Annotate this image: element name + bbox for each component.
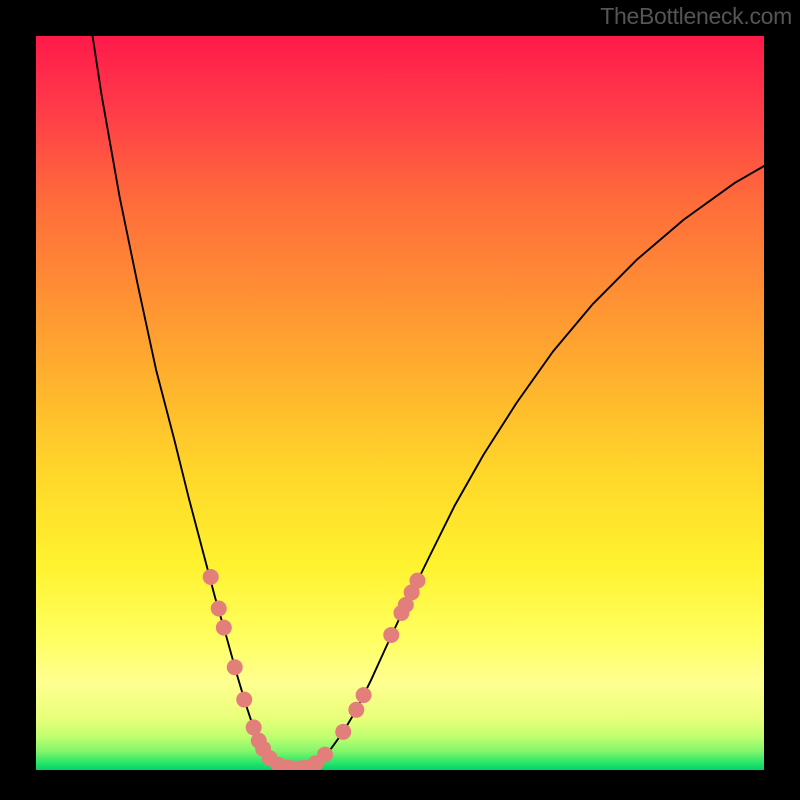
data-marker [203,569,219,585]
data-marker [227,659,243,675]
data-marker [356,687,372,703]
chart-container: TheBottleneck.com [0,0,800,800]
bottleneck-chart [0,0,800,800]
data-marker [236,692,252,708]
data-marker [348,702,364,718]
data-marker [383,627,399,643]
data-marker [335,724,351,740]
data-marker [211,601,227,617]
data-marker [216,620,232,636]
data-marker [409,573,425,589]
watermark-text: TheBottleneck.com [600,3,792,30]
data-marker [317,747,333,763]
